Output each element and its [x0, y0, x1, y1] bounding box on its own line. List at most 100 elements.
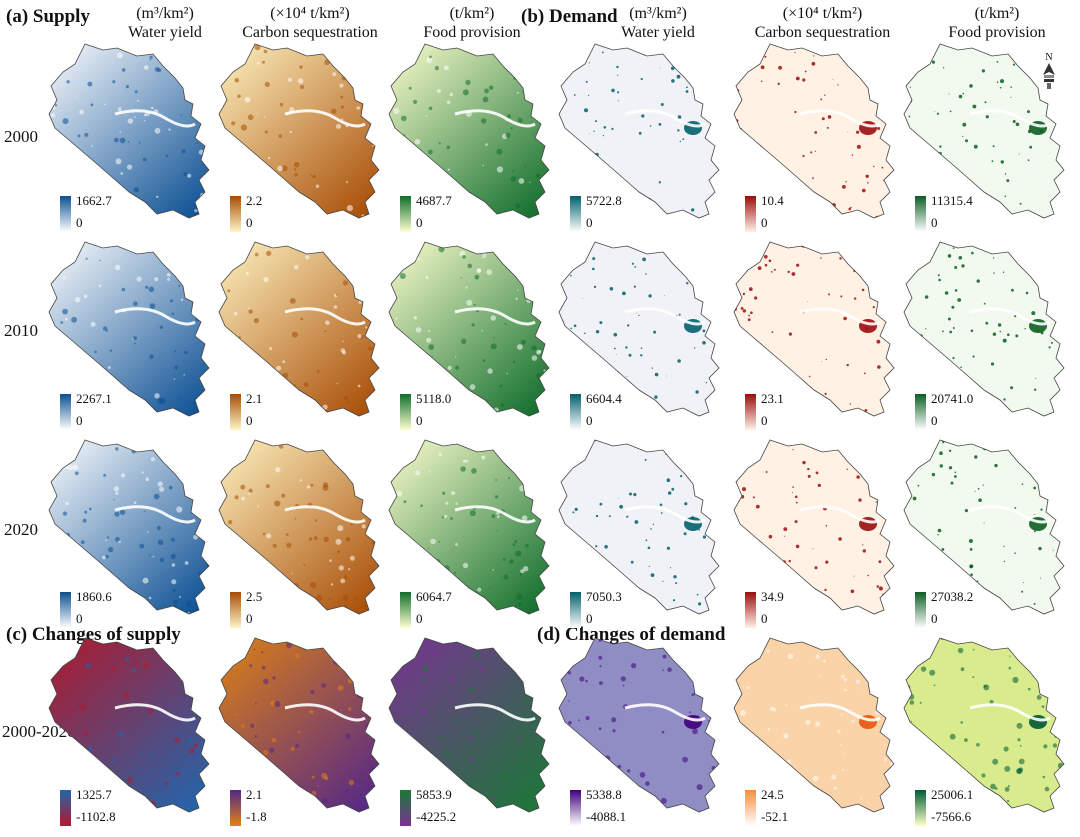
- legend-color-bar: [915, 394, 926, 430]
- legend-min-value: -1.8: [246, 809, 267, 824]
- map-carbon-supply-change: [218, 637, 380, 813]
- legend-color-bar: [570, 394, 581, 430]
- legend-max-value: 25006.1: [931, 787, 974, 802]
- legend-min-value: 0: [246, 215, 253, 230]
- legend-max-value: 27038.2: [931, 589, 974, 604]
- column-header-water-supply: (m³/km²) Water yield: [85, 4, 245, 42]
- map-carbon-supply-2000: [218, 43, 380, 219]
- legend-max-value: 2.1: [246, 391, 263, 406]
- legend-max-value: 1860.6: [76, 589, 112, 604]
- map-food-supply-2020: [388, 439, 550, 615]
- legend-max-value: 10.4: [761, 193, 784, 208]
- map-carbon-demand-2010: [733, 241, 895, 417]
- column-name: Food provision: [423, 24, 521, 41]
- map-food-supply-2000: [388, 43, 550, 219]
- legend-color-bar: [745, 790, 756, 826]
- map-water-supply-2020: [48, 439, 210, 615]
- legend-max-value: 11315.4: [931, 193, 973, 208]
- map-carbon-supply-2020: [218, 439, 380, 615]
- legend-color-bar: [915, 592, 926, 628]
- legend-color-bar: [570, 196, 581, 232]
- legend-color-bar: [60, 790, 71, 826]
- map-food-demand-2010: [903, 241, 1065, 417]
- legend-color-bar: [230, 790, 241, 826]
- column-name: Carbon sequestration: [242, 24, 378, 41]
- legend-max-value: 7050.3: [586, 589, 622, 604]
- column-header-carbon-supply: (×10⁴ t/km²) Carbon sequestration: [225, 4, 395, 42]
- legend-min-value: 0: [931, 413, 938, 428]
- map-water-demand-change: [558, 637, 720, 813]
- map-water-supply-change: [48, 637, 210, 813]
- map-food-supply-change: [388, 637, 550, 813]
- legend-color-bar: [400, 592, 411, 628]
- legend-min-value: 0: [761, 413, 768, 428]
- legend-min-value: -52.1: [761, 809, 789, 824]
- row-label-2010: 2010: [4, 321, 38, 340]
- legend-max-value: 5118.0: [416, 391, 452, 406]
- legend-max-value: 34.9: [761, 589, 784, 604]
- map-water-demand-2000: [558, 43, 720, 219]
- column-name: Water yield: [128, 24, 202, 41]
- column-unit: (m³/km²): [629, 5, 687, 22]
- legend-max-value: 6604.4: [586, 391, 622, 406]
- legend-color-bar: [745, 592, 756, 628]
- column-name: Food provision: [948, 24, 1046, 41]
- legend-color-bar: [60, 592, 71, 628]
- map-water-demand-2020: [558, 439, 720, 615]
- column-name: Water yield: [621, 24, 695, 41]
- legend-min-value: 0: [931, 611, 938, 626]
- column-header-carbon-demand: (×10⁴ t/km²) Carbon sequestration: [740, 4, 905, 42]
- column-unit: (t/km²): [974, 5, 1020, 22]
- column-header-food-demand: (t/km²) Food provision: [922, 4, 1072, 42]
- legend-min-value: -4088.1: [586, 809, 627, 824]
- legend-max-value: 5722.8: [586, 193, 622, 208]
- section-title-supply: (a) Supply: [6, 6, 90, 27]
- legend-min-value: 0: [931, 215, 938, 230]
- legend-min-value: 0: [416, 413, 423, 428]
- map-food-demand-change: [903, 637, 1065, 813]
- legend-min-value: 0: [761, 215, 768, 230]
- map-food-demand-2000: [903, 43, 1065, 219]
- legend-max-value: 2267.1: [76, 391, 112, 406]
- legend-min-value: 0: [586, 611, 593, 626]
- legend-color-bar: [230, 196, 241, 232]
- column-header-water-demand: (m³/km²) Water yield: [583, 4, 733, 42]
- legend-max-value: 20741.0: [931, 391, 974, 406]
- map-food-demand-2020: [903, 439, 1065, 615]
- legend-min-value: 0: [246, 611, 253, 626]
- legend-color-bar: [230, 394, 241, 430]
- legend-color-bar: [915, 196, 926, 232]
- legend-min-value: 0: [586, 215, 593, 230]
- legend-min-value: 0: [76, 611, 83, 626]
- legend-min-value: 0: [76, 215, 83, 230]
- row-label-2020: 2020: [4, 520, 38, 539]
- legend-color-bar: [915, 790, 926, 826]
- map-carbon-demand-change: [733, 637, 895, 813]
- legend-min-value: 0: [761, 611, 768, 626]
- legend-color-bar: [745, 394, 756, 430]
- legend-max-value: 1662.7: [76, 193, 112, 208]
- legend-min-value: -1102.8: [76, 809, 116, 824]
- legend-max-value: 23.1: [761, 391, 784, 406]
- legend-color-bar: [745, 196, 756, 232]
- column-unit: (m³/km²): [136, 5, 194, 22]
- legend-min-value: -7566.6: [931, 809, 972, 824]
- column-unit: (t/km²): [449, 5, 495, 22]
- legend-max-value: 4687.7: [416, 193, 452, 208]
- map-carbon-supply-2010: [218, 241, 380, 417]
- map-water-supply-2000: [48, 43, 210, 219]
- legend-min-value: 0: [76, 413, 83, 428]
- legend-max-value: 5853.9: [416, 787, 452, 802]
- map-carbon-demand-2000: [733, 43, 895, 219]
- legend-min-value: -4225.2: [416, 809, 457, 824]
- legend-max-value: 2.2: [246, 193, 263, 208]
- column-name: Carbon sequestration: [754, 24, 891, 41]
- legend-color-bar: [570, 790, 581, 826]
- map-carbon-demand-2020: [733, 439, 895, 615]
- legend-min-value: 0: [416, 215, 423, 230]
- legend-max-value: 2.5: [246, 589, 263, 604]
- map-water-supply-2010: [48, 241, 210, 417]
- legend-max-value: 6064.7: [416, 589, 452, 604]
- map-food-supply-2010: [388, 241, 550, 417]
- row-label-2000: 2000: [4, 127, 38, 146]
